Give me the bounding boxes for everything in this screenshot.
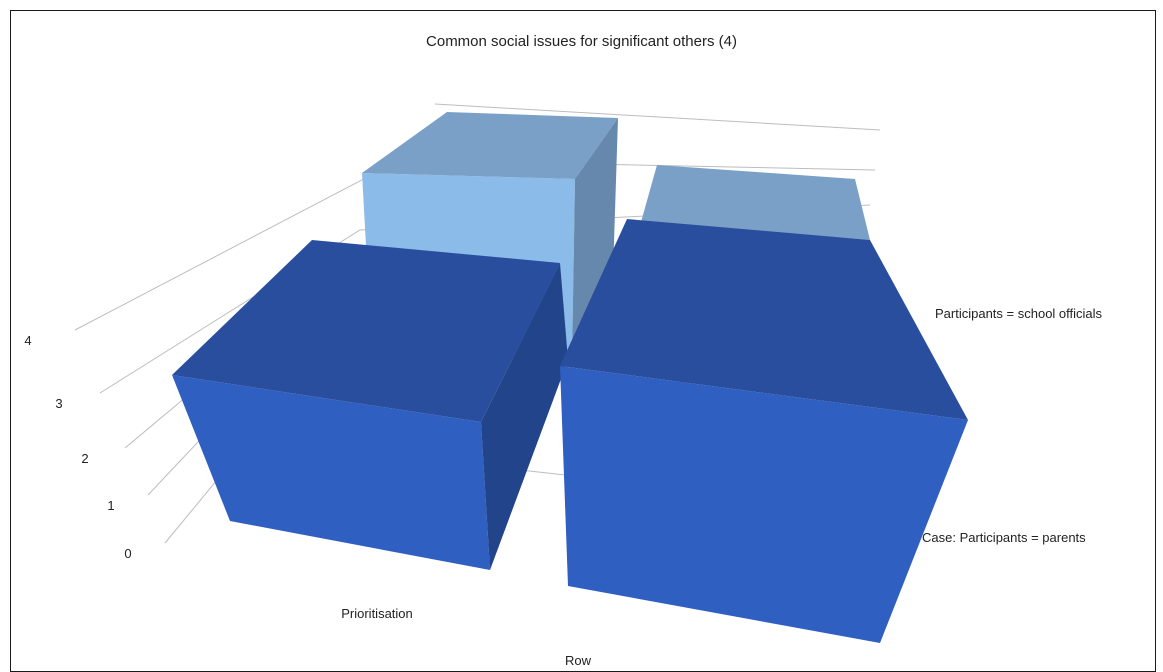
front-row-bars [172, 219, 968, 643]
y-tick-1: 1 [107, 498, 114, 513]
bar-parents-right [560, 219, 968, 643]
y-tick-2: 2 [81, 451, 88, 466]
bar-top [560, 219, 968, 420]
bar-face [560, 366, 968, 643]
series-label-school-officials: Participants = school officials [935, 306, 1103, 321]
bar-school-officials-right [641, 165, 870, 240]
bar-top [362, 112, 618, 179]
series-label-parents: Case: Participants = parents [922, 530, 1086, 545]
bar-top [641, 165, 870, 240]
bar-face [172, 375, 490, 570]
bar-parents-left [172, 240, 568, 570]
x-category-label: Prioritisation [341, 606, 413, 621]
bar-side [481, 263, 568, 570]
bar-top [172, 240, 560, 422]
y-tick-4: 4 [24, 333, 31, 348]
y-tick-0: 0 [124, 546, 131, 561]
y-axis-ticks: 0 1 2 3 4 [24, 333, 131, 561]
x-axis-label: Row [565, 653, 592, 668]
y-tick-3: 3 [55, 396, 62, 411]
gridline-5 [434, 103, 881, 131]
chart-title: Common social issues for significant oth… [426, 33, 737, 50]
